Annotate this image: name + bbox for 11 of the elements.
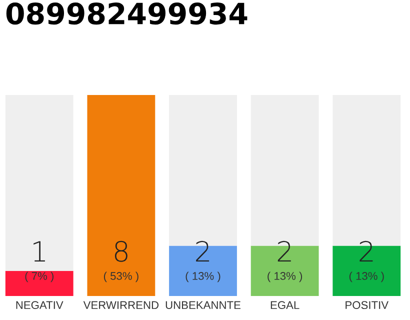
x-tick-label: VERWIRREND <box>83 301 159 309</box>
data-label: 2 ( 13% ) <box>349 240 384 282</box>
data-label: 2 ( 13% ) <box>186 240 220 282</box>
data-label: 1 ( 7% ) <box>25 241 54 282</box>
chart-title: 089982499934 <box>6 2 248 25</box>
x-tick-label: UNBEKANNTE <box>166 301 240 310</box>
data-label: 2 ( 13% ) <box>268 240 302 282</box>
x-tick-label: EGAL <box>270 301 300 310</box>
data-label: 8 ( 53% ) <box>104 240 138 282</box>
x-tick-label: POSITIV <box>346 301 389 310</box>
x-tick-label: NEGATIV <box>16 301 64 310</box>
